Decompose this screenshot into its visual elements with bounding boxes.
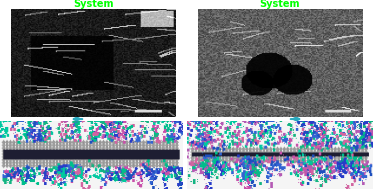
Text: System: System xyxy=(260,0,300,9)
Text: System: System xyxy=(73,0,113,9)
